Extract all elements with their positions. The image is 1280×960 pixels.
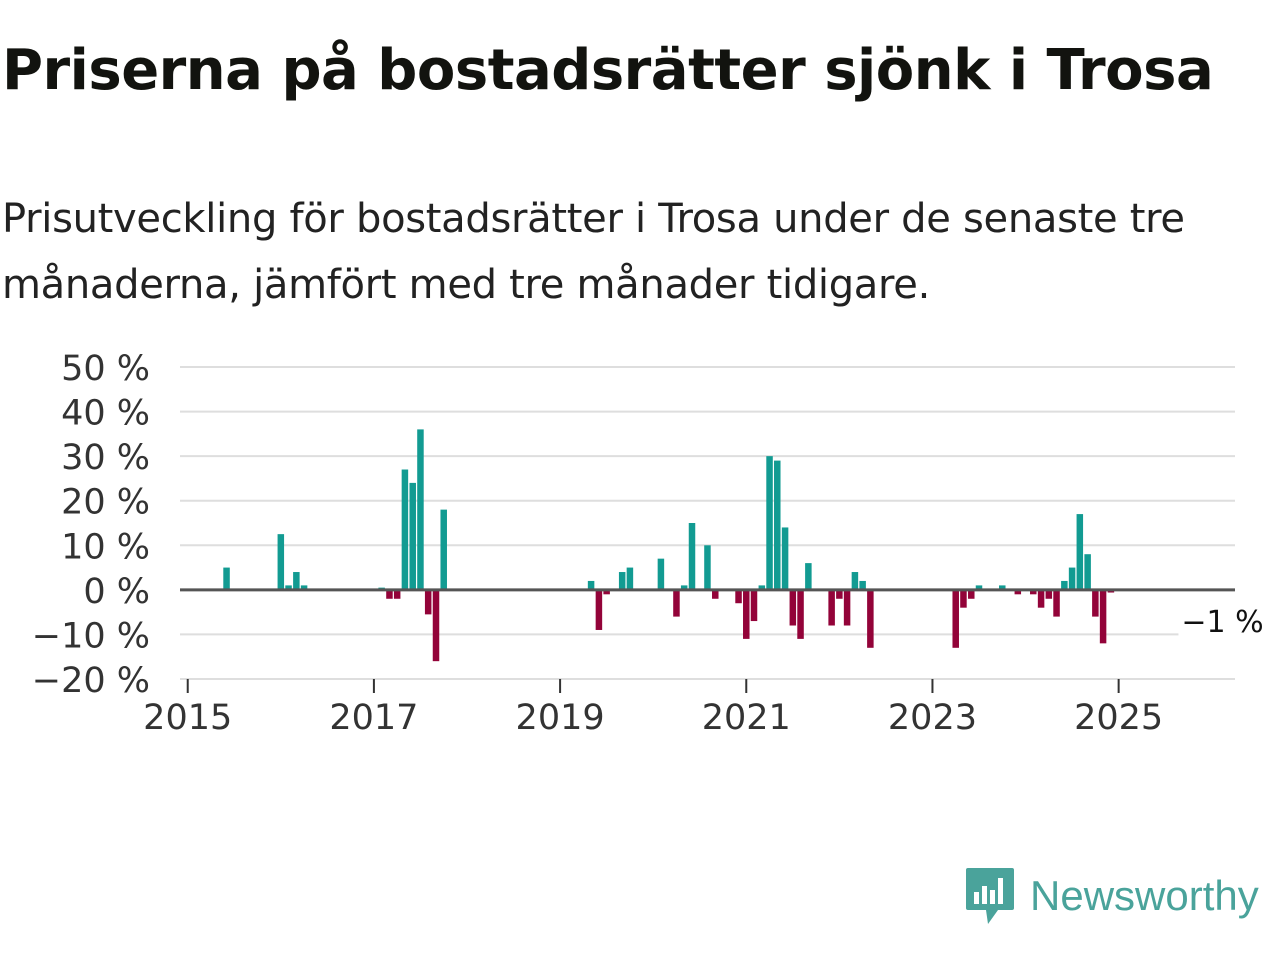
newsworthy-logo: Newsworthy <box>964 866 1259 926</box>
bar <box>1037 589 1045 608</box>
bar <box>766 456 773 590</box>
bar <box>223 567 230 590</box>
bar <box>805 563 812 590</box>
bar <box>1053 589 1060 617</box>
bar <box>851 572 859 590</box>
bar <box>285 585 292 590</box>
y-tick-label: −20 % <box>32 661 150 701</box>
bar <box>704 545 711 590</box>
bar <box>293 572 300 590</box>
bar <box>975 585 983 590</box>
bar <box>1092 589 1099 617</box>
bar <box>401 469 409 590</box>
newsworthy-logo-icon <box>966 868 1014 924</box>
x-tick-label: 2017 <box>329 698 418 738</box>
bar <box>673 589 680 617</box>
bar <box>1014 589 1022 595</box>
bar <box>743 589 750 639</box>
bar <box>843 589 851 626</box>
x-tick-label: 2025 <box>1074 698 1163 738</box>
last-value-annotation: −1 % <box>1181 605 1263 640</box>
bar <box>603 589 610 595</box>
bar <box>952 589 959 648</box>
bar <box>680 585 688 590</box>
bar <box>277 534 285 590</box>
bar <box>1061 580 1068 590</box>
bar <box>1076 514 1084 590</box>
bar <box>1099 589 1107 644</box>
bar <box>440 509 447 590</box>
bar <box>657 558 665 590</box>
y-tick-label: 30 % <box>61 438 150 478</box>
y-tick-label: 10 % <box>61 527 150 567</box>
bar <box>828 589 835 626</box>
annotation-background <box>1178 601 1267 640</box>
x-tick-label: 2015 <box>143 698 232 738</box>
bar <box>1084 554 1091 590</box>
bar <box>1045 589 1053 599</box>
bar <box>774 460 781 590</box>
x-tick-label: 2019 <box>516 698 605 738</box>
bar <box>626 567 634 590</box>
chart-subtitle: Prisutveckling för bostadsrätter i Trosa… <box>2 196 1185 308</box>
bar <box>781 527 789 590</box>
bar <box>1030 589 1037 595</box>
bar <box>618 572 626 590</box>
chart-title: Priserna på bostadsrätter sjönk i Trosa <box>2 38 1214 103</box>
bar <box>688 523 696 590</box>
bar <box>960 589 967 608</box>
bar-chart: 50 % 40 %30 % 20 %10 % 0 %−10 % −20 %2015 201… <box>32 349 1267 738</box>
bar <box>595 589 603 630</box>
bar <box>432 589 440 662</box>
bar <box>789 589 797 626</box>
bar <box>587 580 595 590</box>
bar <box>758 585 766 590</box>
x-tick-label: 2021 <box>702 698 791 738</box>
y-tick-label: 40 % <box>61 394 150 434</box>
bar <box>859 580 866 590</box>
bar <box>797 589 804 639</box>
x-tick-label: 2023 <box>888 698 977 738</box>
bar <box>750 589 758 622</box>
bar <box>417 429 424 590</box>
bar <box>999 585 1006 590</box>
bar <box>393 589 401 599</box>
bar <box>424 589 432 615</box>
bar <box>1068 567 1076 590</box>
y-tick-label: 0 % <box>83 572 150 612</box>
bar <box>300 585 308 590</box>
y-tick-label: 50 % <box>61 349 150 389</box>
newsworthy-logo-text: Newsworthy <box>1030 872 1259 919</box>
bar <box>968 589 975 599</box>
bar <box>712 589 719 599</box>
y-tick-label: 20 % <box>61 483 150 523</box>
bar <box>409 482 416 590</box>
y-tick-label: −10 % <box>32 616 150 656</box>
bar <box>386 589 393 599</box>
bar <box>735 589 742 604</box>
bar <box>867 589 874 648</box>
bar <box>836 589 843 599</box>
